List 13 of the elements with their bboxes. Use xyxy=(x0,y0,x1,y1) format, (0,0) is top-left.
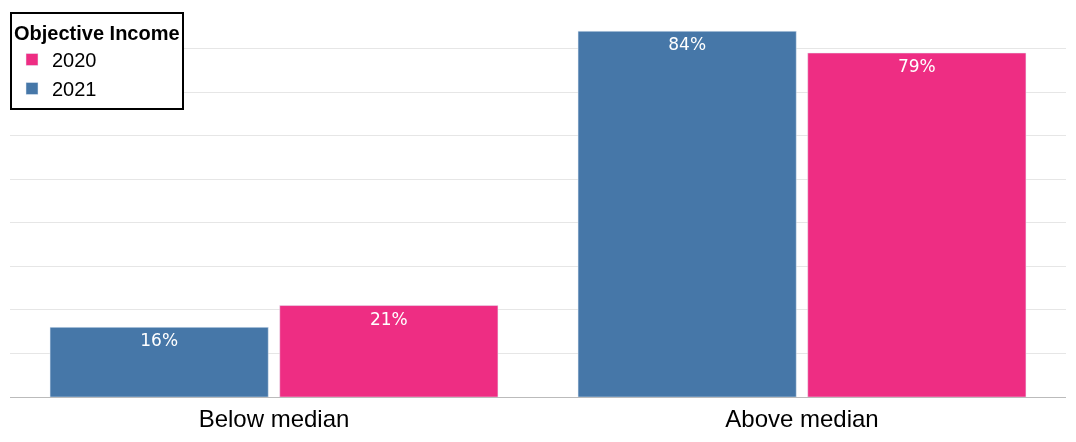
bar xyxy=(577,31,797,397)
x-tick-label: Below median xyxy=(198,404,350,432)
bar xyxy=(807,52,1027,397)
data-label: 16% xyxy=(140,330,179,351)
legend-title: Objective Income xyxy=(14,22,180,44)
data-label: 21% xyxy=(369,308,408,329)
data-label: 84% xyxy=(668,34,707,55)
legend-label: 2021 xyxy=(52,78,97,101)
x-tick-label: Above median xyxy=(725,404,879,432)
bar xyxy=(49,327,269,397)
bar xyxy=(279,305,499,397)
legend-label: 2020 xyxy=(52,49,97,72)
data-label: 79% xyxy=(897,56,936,77)
